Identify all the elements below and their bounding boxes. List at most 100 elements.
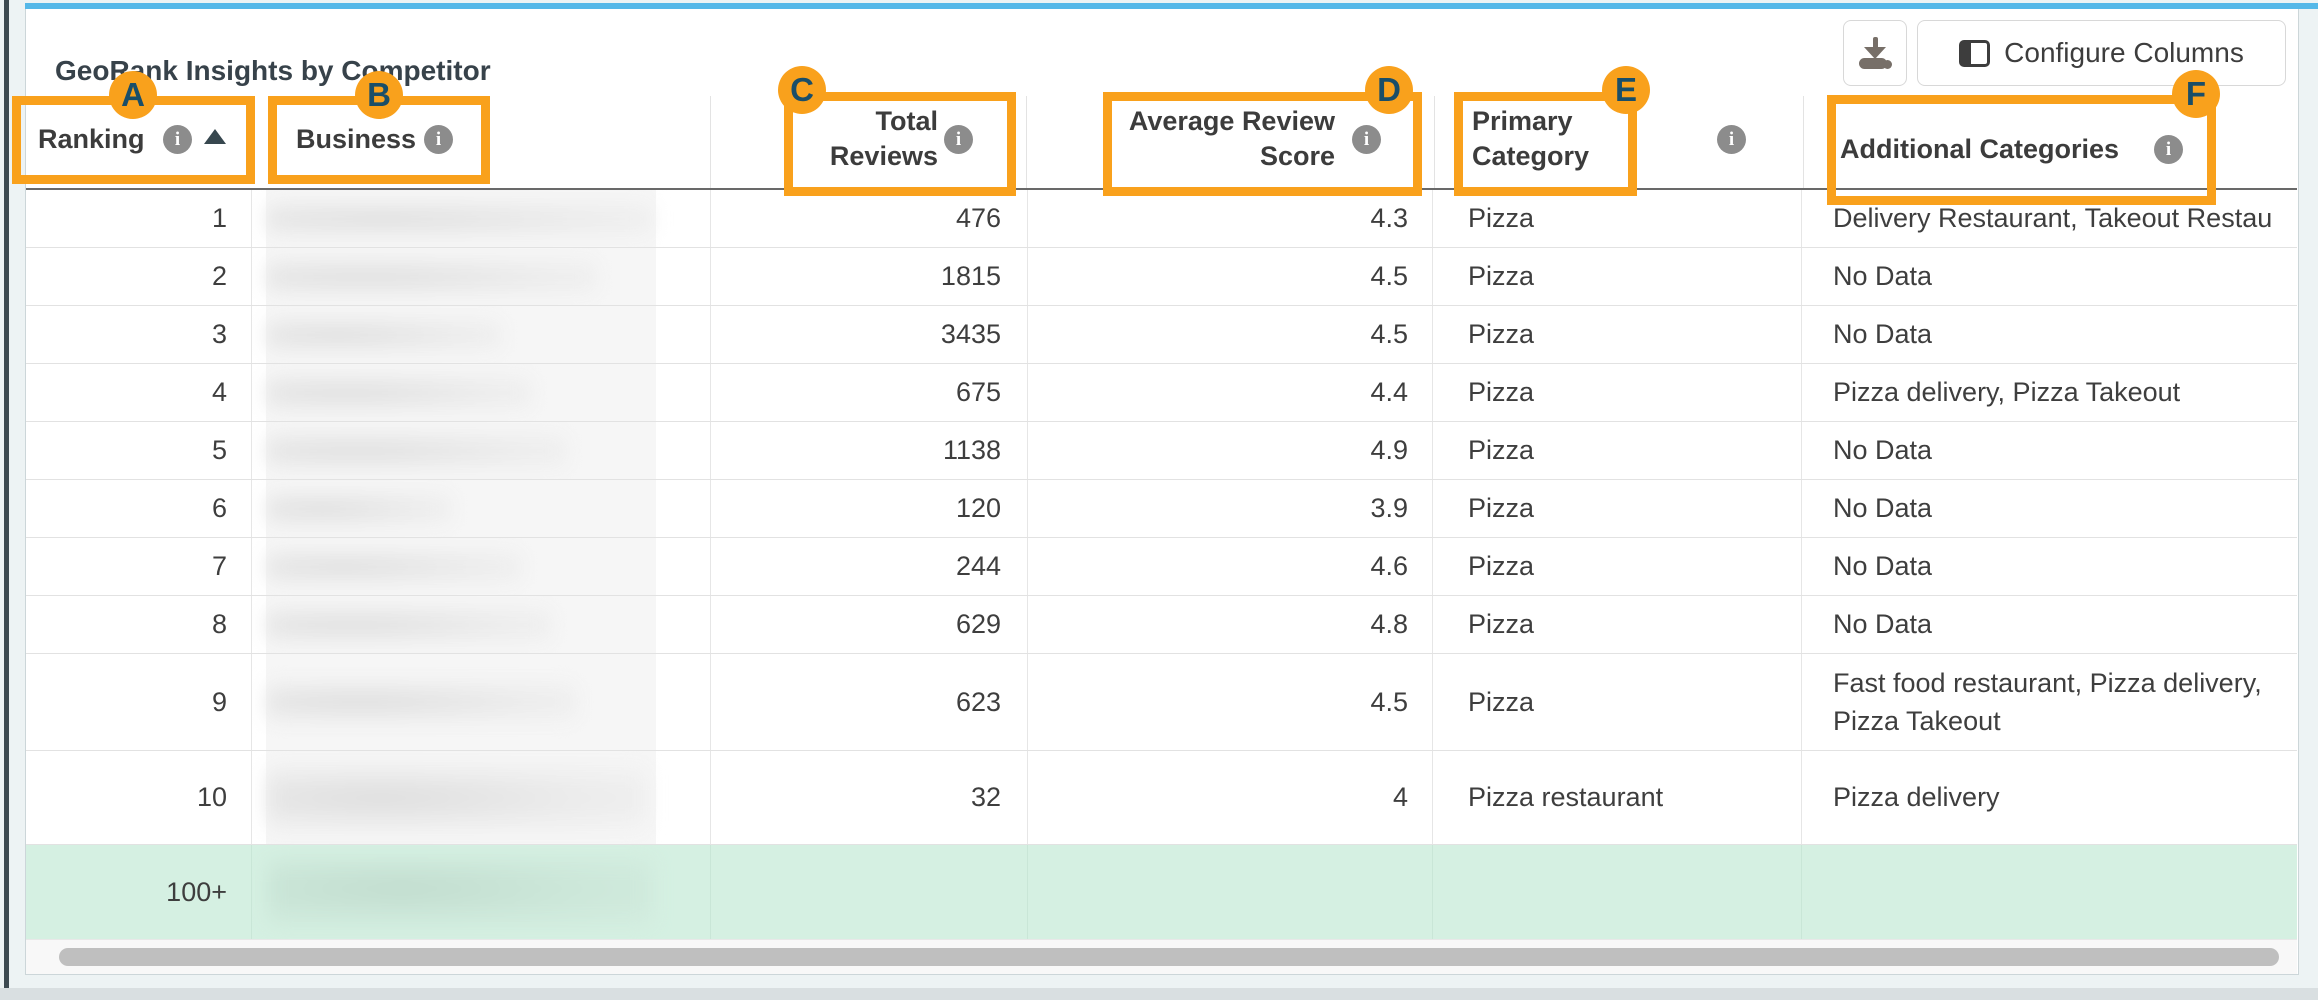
- primary-category-cell: Pizza: [1433, 596, 1802, 653]
- blurred-business-name: [267, 374, 532, 411]
- total-reviews-cell: 1815: [711, 248, 1028, 305]
- info-icon[interactable]: i: [1717, 125, 1746, 154]
- business-cell: [252, 845, 711, 939]
- additional-categories-cell: Fast food restaurant, Pizza delivery, Pi…: [1833, 667, 2262, 736]
- annotation-badge-a: A: [109, 71, 157, 119]
- blurred-business-name: [267, 549, 522, 584]
- info-icon[interactable]: i: [424, 125, 453, 154]
- sort-ascending-icon[interactable]: [204, 129, 226, 144]
- average-review-score-cell: 4.4: [1028, 364, 1433, 421]
- ranking-cell: 8: [26, 596, 252, 653]
- additional-categories-cell: No Data: [1833, 319, 1933, 350]
- total-reviews-cell: 120: [711, 480, 1028, 537]
- average-review-score-cell: 3.9: [1028, 480, 1433, 537]
- primary-category-cell: Pizza restaurant: [1433, 751, 1802, 844]
- blurred-business-name: [267, 765, 647, 830]
- header-divider: [1026, 96, 1027, 188]
- total-reviews-cell: 3435: [711, 306, 1028, 363]
- business-cell: [252, 364, 711, 421]
- ranking-cell: 3: [26, 306, 252, 363]
- column-header-total-reviews[interactable]: Total Reviews: [829, 106, 938, 171]
- average-review-score-cell: 4.8: [1028, 596, 1433, 653]
- configure-columns-button[interactable]: Configure Columns: [1917, 20, 2286, 86]
- annotation-badge-d: D: [1365, 66, 1413, 114]
- info-icon[interactable]: i: [2154, 135, 2183, 164]
- primary-category-cell: [1433, 845, 1802, 939]
- primary-category-cell: Pizza: [1433, 422, 1802, 479]
- total-reviews-cell: 244: [711, 538, 1028, 595]
- competitor-table: 1 476 4.3 Pizza Delivery Restaurant, Tak…: [26, 188, 2297, 939]
- info-icon[interactable]: i: [1352, 125, 1381, 154]
- business-cell: [252, 422, 711, 479]
- blurred-business-name: [267, 317, 502, 352]
- header-divider: [1434, 96, 1435, 188]
- total-reviews-cell: 476: [711, 190, 1028, 247]
- business-cell: [252, 480, 711, 537]
- primary-category-cell: Pizza: [1433, 654, 1802, 750]
- primary-category-cell: Pizza: [1433, 306, 1802, 363]
- header-divider: [710, 96, 711, 188]
- primary-category-cell: Pizza: [1433, 480, 1802, 537]
- ranking-cell: 4: [26, 364, 252, 421]
- additional-categories-cell: Pizza delivery, Pizza Takeout: [1833, 377, 2181, 408]
- blurred-business-name: [267, 491, 452, 526]
- annotation-box-total-reviews: [784, 92, 1016, 196]
- ranking-cell: 2: [26, 248, 252, 305]
- average-review-score-cell: 4.5: [1028, 248, 1433, 305]
- table-row: 5 1138 4.9 Pizza No Data: [26, 422, 2297, 480]
- table-row: 7 244 4.6 Pizza No Data: [26, 538, 2297, 596]
- additional-categories-cell: No Data: [1833, 493, 1933, 524]
- download-icon: [1857, 35, 1893, 71]
- info-icon[interactable]: i: [163, 125, 192, 154]
- annotation-badge-f: F: [2172, 70, 2220, 118]
- left-accent-line: [4, 0, 9, 988]
- additional-categories-cell: Delivery Restaurant, Takeout Restau: [1833, 203, 2273, 234]
- total-reviews-cell: 629: [711, 596, 1028, 653]
- ranking-cell: 100+: [26, 845, 252, 939]
- download-button[interactable]: [1843, 20, 1907, 86]
- info-icon[interactable]: i: [944, 125, 973, 154]
- total-reviews-cell: 1138: [711, 422, 1028, 479]
- blurred-business-name: [267, 858, 652, 926]
- header-divider: [1803, 96, 1804, 188]
- column-header-ranking[interactable]: Ranking: [38, 124, 145, 154]
- horizontal-scrollbar-track: [26, 939, 2297, 974]
- business-cell: [252, 190, 711, 247]
- additional-categories-cell: [1802, 845, 2297, 939]
- table-row: 4 675 4.4 Pizza Pizza delivery, Pizza Ta…: [26, 364, 2297, 422]
- ranking-cell: 5: [26, 422, 252, 479]
- business-cell: [252, 248, 711, 305]
- annotation-box-average-review-score: [1103, 92, 1422, 196]
- total-reviews-cell: 623: [711, 654, 1028, 750]
- average-review-score-cell: 4.3: [1028, 190, 1433, 247]
- additional-categories-cell: No Data: [1833, 435, 1933, 466]
- primary-category-cell: Pizza: [1433, 248, 1802, 305]
- primary-category-cell: Pizza: [1433, 364, 1802, 421]
- annotation-box-additional-categories: [1827, 95, 2216, 205]
- configure-columns-label: Configure Columns: [2004, 37, 2244, 68]
- blurred-business-name: [267, 258, 597, 295]
- average-review-score-cell: 4.5: [1028, 306, 1433, 363]
- blurred-business-name: [267, 606, 552, 643]
- column-header-average-review-score[interactable]: Average Review Score: [1128, 106, 1335, 171]
- additional-categories-cell: No Data: [1833, 551, 1933, 582]
- table-row: 2 1815 4.5 Pizza No Data: [26, 248, 2297, 306]
- table-row: 3 3435 4.5 Pizza No Data: [26, 306, 2297, 364]
- primary-category-cell: Pizza: [1433, 190, 1802, 247]
- ranking-cell: 9: [26, 654, 252, 750]
- business-cell: [252, 596, 711, 653]
- ranking-cell: 7: [26, 538, 252, 595]
- horizontal-scrollbar-thumb[interactable]: [59, 948, 2279, 966]
- column-header-business[interactable]: Business: [296, 124, 417, 154]
- total-reviews-cell: 32: [711, 751, 1028, 844]
- blurred-business-name: [267, 682, 577, 722]
- average-review-score-cell: 4.6: [1028, 538, 1433, 595]
- annotation-badge-c: C: [778, 66, 826, 114]
- table-row: 6 120 3.9 Pizza No Data: [26, 480, 2297, 538]
- column-header-primary-category[interactable]: Primary Category: [1472, 106, 1590, 171]
- ranking-cell: 1: [26, 190, 252, 247]
- blurred-business-name: [267, 201, 652, 236]
- business-cell: [252, 654, 711, 750]
- column-header-additional-categories[interactable]: Additional Categories: [1840, 134, 2120, 164]
